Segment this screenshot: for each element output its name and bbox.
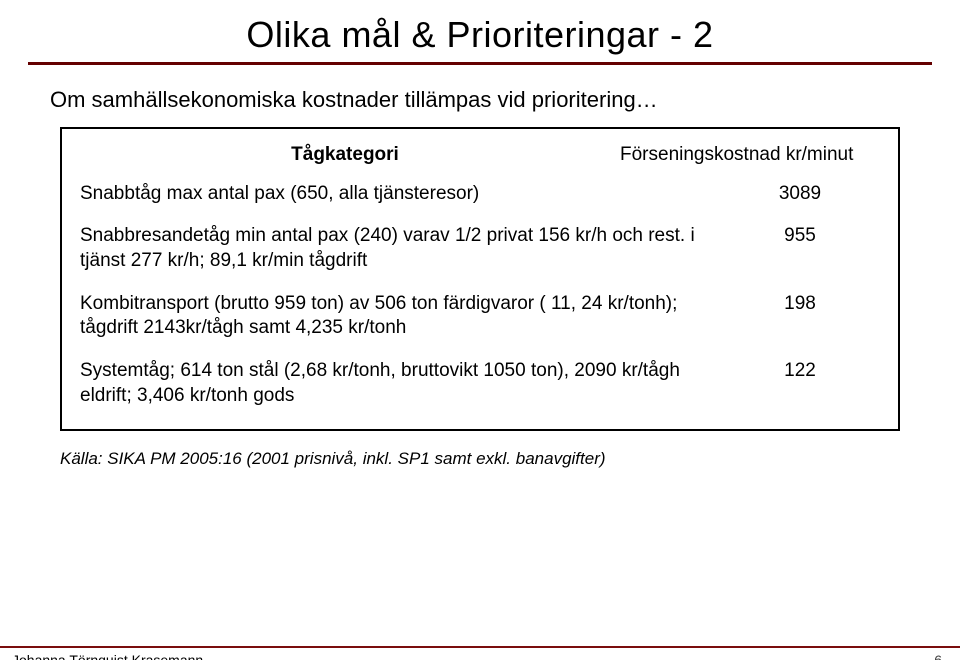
- title-divider: [28, 62, 932, 65]
- cell-value: 122: [720, 359, 880, 384]
- table-header-row: Tågkategori Förseningskostnad kr/minut: [80, 143, 880, 168]
- cell-category: Snabbresandetåg min antal pax (240) vara…: [80, 224, 720, 273]
- header-category: Tågkategori: [80, 143, 620, 168]
- table-row: Systemtåg; 614 ton stål (2,68 kr/tonh, b…: [80, 359, 880, 408]
- table-row: Snabbtåg max antal pax (650, alla tjänst…: [80, 182, 880, 207]
- intro-text: Om samhällsekonomiska kostnader tillämpa…: [50, 87, 910, 113]
- cell-value: 3089: [720, 182, 880, 207]
- footer: Johanna Törnquist Krasemann 6: [0, 646, 960, 660]
- cell-category: Systemtåg; 614 ton stål (2,68 kr/tonh, b…: [80, 359, 720, 408]
- header-cost: Förseningskostnad kr/minut: [620, 143, 880, 168]
- footer-page-number: 6: [934, 652, 942, 660]
- cell-category: Kombitransport (brutto 959 ton) av 506 t…: [80, 292, 720, 341]
- table-row: Snabbresandetåg min antal pax (240) vara…: [80, 224, 880, 273]
- source-note: Källa: SIKA PM 2005:16 (2001 prisnivå, i…: [60, 449, 900, 469]
- footer-author: Johanna Törnquist Krasemann: [12, 652, 203, 660]
- cell-value: 955: [720, 224, 880, 249]
- cell-value: 198: [720, 292, 880, 317]
- table-row: Kombitransport (brutto 959 ton) av 506 t…: [80, 292, 880, 341]
- cell-category: Snabbtåg max antal pax (650, alla tjänst…: [80, 182, 720, 207]
- slide-title: Olika mål & Prioriteringar - 2: [0, 14, 960, 56]
- cost-table: Tågkategori Förseningskostnad kr/minut S…: [60, 127, 900, 431]
